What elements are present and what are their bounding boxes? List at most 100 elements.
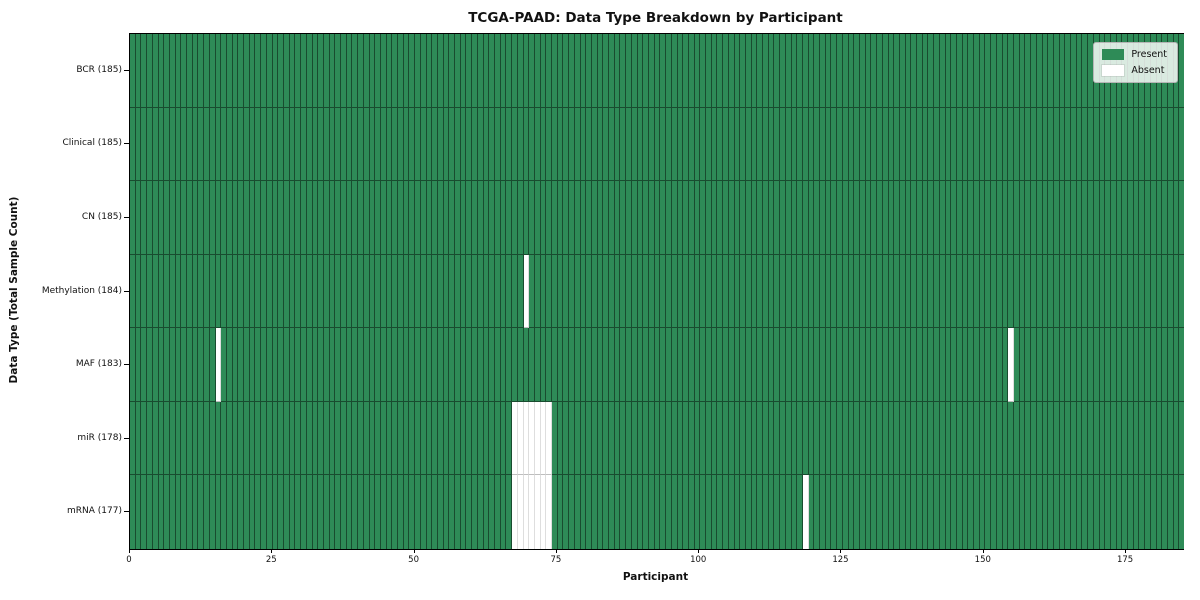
heatmap-cell xyxy=(198,475,205,550)
heatmap-cell xyxy=(272,401,279,476)
heatmap-cell xyxy=(398,328,404,402)
heatmap-cell xyxy=(974,401,980,476)
heatmap-cell xyxy=(1008,475,1014,550)
heatmap-cell xyxy=(363,107,370,182)
heatmap-cell xyxy=(1048,328,1054,402)
heatmap-cell xyxy=(181,107,188,182)
heatmap-cell xyxy=(244,254,250,329)
heatmap-cell xyxy=(968,34,975,108)
heatmap-cell xyxy=(500,181,507,255)
heatmap-cell xyxy=(922,475,929,550)
heatmap-cell xyxy=(130,328,136,402)
heatmap-cell xyxy=(244,34,250,108)
heatmap-cell xyxy=(1042,475,1049,550)
heatmap-cell xyxy=(278,34,284,108)
heatmap-cell xyxy=(512,181,518,255)
heatmap-cell xyxy=(523,34,530,108)
heatmap-cell xyxy=(238,34,245,108)
heatmap-cell xyxy=(181,181,188,255)
heatmap-cell xyxy=(455,475,461,550)
heatmap-cell xyxy=(175,34,182,108)
x-tick-mark xyxy=(840,549,842,553)
heatmap-cell xyxy=(894,107,900,182)
heatmap-cell xyxy=(278,328,284,402)
heatmap-cell xyxy=(974,34,980,108)
heatmap-cell xyxy=(557,181,564,255)
heatmap-cell xyxy=(717,254,724,329)
heatmap-cell xyxy=(1031,475,1037,550)
heatmap-cell xyxy=(671,34,678,108)
heatmap-cell xyxy=(706,181,712,255)
heatmap-cell xyxy=(740,181,746,255)
heatmap-cell xyxy=(603,181,610,255)
heatmap-cell xyxy=(574,34,581,108)
heatmap-cell xyxy=(335,401,342,476)
heatmap-cell xyxy=(249,254,256,329)
heatmap-cell xyxy=(409,254,416,329)
heatmap-cell xyxy=(455,401,461,476)
heatmap-cell xyxy=(512,401,518,476)
heatmap-cell xyxy=(1036,401,1043,476)
heatmap-cell xyxy=(169,107,176,182)
heatmap-cell xyxy=(677,34,684,108)
heatmap-cell xyxy=(266,475,273,550)
heatmap-cell xyxy=(751,475,758,550)
heatmap-cell xyxy=(688,328,695,402)
heatmap-cell xyxy=(734,181,741,255)
heatmap-cell xyxy=(820,181,826,255)
heatmap-cell xyxy=(363,328,370,402)
heatmap-cell xyxy=(169,254,176,329)
heatmap-cell xyxy=(894,328,900,402)
heatmap-row xyxy=(130,34,1185,108)
heatmap-cell xyxy=(249,475,256,550)
heatmap-cell xyxy=(877,328,883,402)
heatmap-cell xyxy=(534,475,541,550)
heatmap-cell xyxy=(745,254,752,329)
heatmap-cell xyxy=(586,254,592,329)
heatmap-cell xyxy=(985,254,992,329)
heatmap-cell xyxy=(1116,181,1123,255)
heatmap-cell xyxy=(1128,107,1134,182)
heatmap-cell xyxy=(911,34,918,108)
heatmap-cell xyxy=(1025,401,1032,476)
heatmap-cell xyxy=(945,328,952,402)
heatmap-cell xyxy=(1053,254,1060,329)
heatmap-cell xyxy=(249,401,256,476)
heatmap-cell xyxy=(187,475,193,550)
heatmap-cell xyxy=(842,181,849,255)
heatmap-cell xyxy=(529,475,535,550)
x-tick-label: 50 xyxy=(408,555,420,565)
heatmap-cell xyxy=(648,34,655,108)
heatmap-cell xyxy=(249,181,256,255)
heatmap-cell xyxy=(392,401,399,476)
heatmap-cell xyxy=(1093,401,1100,476)
heatmap-cell xyxy=(232,401,239,476)
heatmap-cell xyxy=(232,254,239,329)
heatmap-cell xyxy=(540,401,547,476)
heatmap-cell xyxy=(694,34,701,108)
heatmap-cell xyxy=(831,34,838,108)
heatmap-cell xyxy=(939,475,946,550)
heatmap-cell xyxy=(831,181,838,255)
heatmap-cell xyxy=(443,401,450,476)
heatmap-cell xyxy=(979,34,986,108)
heatmap-cell xyxy=(329,181,336,255)
heatmap-cell xyxy=(609,328,615,402)
heatmap-cell xyxy=(175,181,182,255)
heatmap-cell xyxy=(500,34,507,108)
heatmap-cell xyxy=(289,107,296,182)
heatmap-cell xyxy=(534,181,541,255)
heatmap-cell xyxy=(1133,107,1140,182)
heatmap-cell xyxy=(865,475,872,550)
heatmap-cell xyxy=(1048,34,1054,108)
heatmap-cell xyxy=(352,107,359,182)
heatmap-cell xyxy=(158,328,165,402)
heatmap-cell xyxy=(272,107,279,182)
heatmap-cell xyxy=(380,254,387,329)
heatmap-cell xyxy=(825,475,832,550)
heatmap-cell xyxy=(877,475,883,550)
heatmap-cell xyxy=(1065,107,1072,182)
heatmap-cell xyxy=(797,254,803,329)
heatmap-cell xyxy=(574,328,581,402)
heatmap-cell xyxy=(392,254,399,329)
